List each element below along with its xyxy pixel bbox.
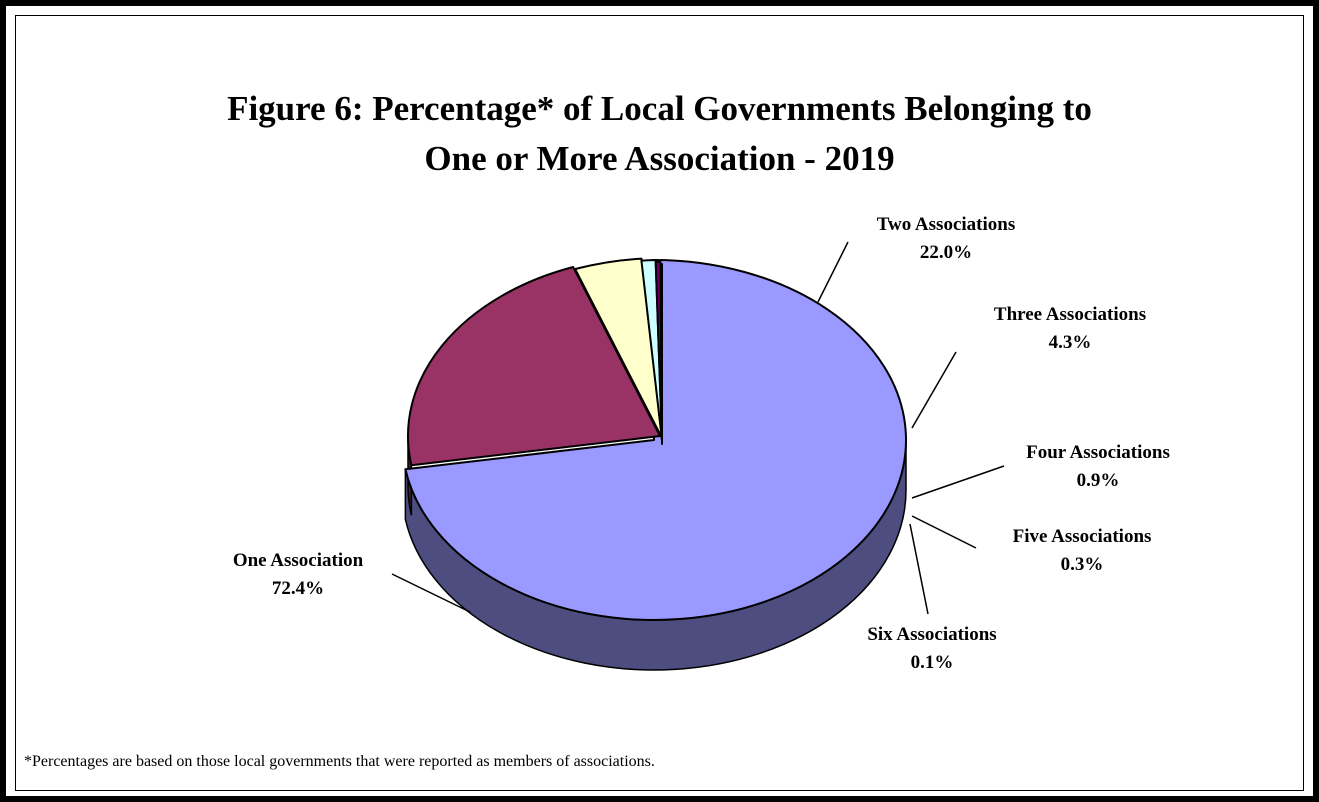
leader-lines: [391, 241, 1005, 615]
slice-value-four-associations: 0.9%: [1077, 470, 1120, 491]
slice-value-two-associations: 22.0%: [920, 242, 972, 263]
slice-value-one-association: 72.4%: [272, 578, 324, 599]
chart-title-line-1: Figure 6: Percentage* of Local Governmen…: [227, 89, 1092, 128]
slice-label-one-association: One Association: [233, 550, 364, 571]
leader-line-four-associations: [911, 465, 1005, 499]
leader-line-one-association: [391, 573, 471, 613]
chart-title: Figure 6: Percentage* of Local Governmen…: [0, 84, 1319, 184]
slice-value-five-associations: 0.3%: [1061, 554, 1104, 575]
leader-line-three-associations: [911, 351, 957, 429]
pie-slice-two-associations: [407, 266, 661, 467]
figure-inner-border: [15, 15, 1304, 791]
leader-line-six-associations: [909, 523, 929, 615]
leader-line-two-associations: [817, 241, 849, 303]
pie-slice-one-association: [404, 259, 907, 621]
slice-value-three-associations: 4.3%: [1049, 332, 1092, 353]
slice-label-two-associations: Two Associations: [877, 214, 1015, 235]
slice-label-five-associations: Five Associations: [1013, 526, 1152, 547]
slice-label-six-associations: Six Associations: [867, 624, 996, 645]
pie-slice-six-associations: [659, 263, 663, 445]
slice-labels: One Association 72.4% Two Associations 22.0…: [233, 214, 1170, 673]
slice-value-six-associations: 0.1%: [911, 652, 954, 673]
leader-line-five-associations: [911, 515, 977, 549]
pie-slice-three-associations: [574, 257, 663, 439]
pie-slices: [404, 257, 907, 621]
footnote: *Percentages are based on those local go…: [24, 753, 655, 770]
slice-label-three-associations: Three Associations: [994, 304, 1146, 325]
slice-label-four-associations: Four Associations: [1026, 442, 1170, 463]
chart-title-line-2: One or More Association - 2019: [424, 139, 895, 178]
